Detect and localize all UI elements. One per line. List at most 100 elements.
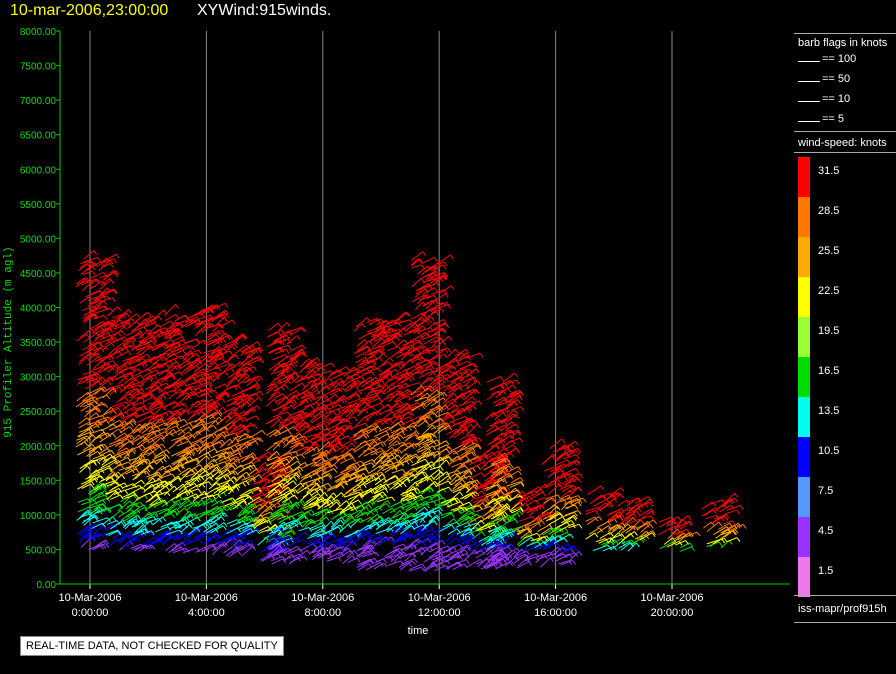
wind-barb-flag [197, 488, 202, 494]
wind-barb [374, 473, 383, 482]
wind-barb-flag [150, 410, 155, 416]
wind-barb-flag [158, 471, 163, 477]
wind-barb-flag [311, 393, 316, 399]
wind-barb [244, 437, 258, 444]
wind-barb [237, 530, 249, 540]
wind-barb [291, 514, 304, 525]
y-tick-label: 6500.00 [20, 131, 57, 142]
wind-barb [404, 552, 414, 562]
wind-barb [365, 476, 379, 485]
wind-barb [426, 398, 436, 407]
wind-barb-flag [381, 473, 386, 479]
wind-barb [366, 317, 378, 323]
wind-barb [203, 522, 217, 533]
wind-barb [212, 323, 221, 332]
wind-barb [403, 491, 412, 500]
wind-barb [145, 513, 155, 520]
wind-barb-flag [154, 322, 159, 328]
wind-barb [388, 434, 401, 442]
wind-barb [256, 478, 268, 486]
wind-barb [327, 442, 339, 448]
wind-barb [107, 331, 119, 342]
wind-barb [404, 364, 420, 371]
wind-barb-flag [117, 332, 122, 337]
wind-barb-flag [86, 333, 91, 339]
wind-barb [93, 443, 105, 449]
wind-barb [433, 425, 445, 435]
wind-barb [349, 517, 361, 528]
wind-barb [307, 389, 318, 397]
wind-barb [316, 386, 328, 395]
wind-barb [374, 417, 386, 422]
wind-barb-flag [389, 537, 394, 543]
wind-barb-flag [425, 475, 430, 481]
wind-barb-flag [129, 422, 134, 427]
wind-barb-flag [148, 377, 153, 382]
wind-barb [266, 523, 276, 532]
wind-barb-flag [154, 513, 158, 518]
wind-barb-flag [301, 348, 306, 354]
wind-barb-flag [205, 442, 210, 447]
wind-barb-flag [117, 471, 122, 477]
wind-barb [176, 440, 190, 447]
wind-barb [423, 439, 438, 449]
wind-barb-flag [215, 333, 220, 338]
wind-barb-flag [309, 413, 313, 418]
wind-barb-flag [322, 380, 327, 386]
wind-barb [361, 355, 375, 362]
wind-barb-flag [381, 519, 386, 525]
wind-barb [285, 537, 298, 544]
wind-barb-flag [210, 442, 215, 447]
wind-barb [213, 360, 228, 368]
wind-barb [303, 369, 314, 378]
wind-barb [427, 276, 441, 286]
wind-barb-flag [178, 416, 182, 422]
wind-barb-flag [284, 384, 289, 390]
wind-barb [247, 468, 257, 476]
wind-barb-flag [328, 462, 333, 468]
wind-barb [186, 501, 198, 511]
wind-barb [99, 272, 115, 279]
wind-barb-flag [230, 368, 235, 373]
wind-barb-flag [216, 469, 221, 475]
wind-barb-flag [94, 516, 99, 522]
wind-barb [332, 427, 342, 436]
wind-barb-flag [295, 456, 299, 461]
wind-barb-flag [90, 427, 95, 433]
wind-barb [437, 545, 448, 551]
wind-barb [283, 553, 293, 562]
wind-barb [232, 373, 244, 380]
wind-barb [209, 513, 220, 519]
wind-barb [455, 475, 471, 482]
wind-barb [87, 473, 97, 479]
wind-barb [424, 360, 434, 367]
wind-barb-flag [302, 500, 306, 505]
wind-barb [187, 411, 198, 422]
wind-barb-flag [187, 344, 191, 350]
wind-barb [347, 397, 363, 405]
wind-barb [398, 389, 409, 396]
wind-barb [342, 468, 356, 475]
wind-barb [367, 440, 376, 450]
wind-barb [379, 517, 390, 524]
wind-barb [164, 508, 177, 516]
wind-barb [123, 313, 137, 324]
wind-barb [350, 380, 366, 387]
wind-barb [236, 361, 249, 372]
wind-barb-flag [420, 277, 425, 283]
wind-barb [284, 420, 297, 427]
wind-barb [331, 409, 344, 421]
wind-barb [179, 451, 192, 458]
wind-barb-flag [185, 436, 190, 442]
wind-barb [114, 456, 128, 465]
wind-barb-flag [443, 353, 448, 359]
wind-barb-flag [428, 513, 433, 518]
wind-barb [360, 504, 370, 512]
wind-barb-flag [381, 328, 386, 333]
wind-barb [402, 467, 415, 476]
wind-barb-flag [229, 438, 234, 444]
wind-barb-flag [291, 363, 296, 368]
wind-barb-flag [243, 334, 248, 339]
wind-barb-flag [365, 529, 370, 535]
wind-barb-flag [398, 332, 403, 338]
